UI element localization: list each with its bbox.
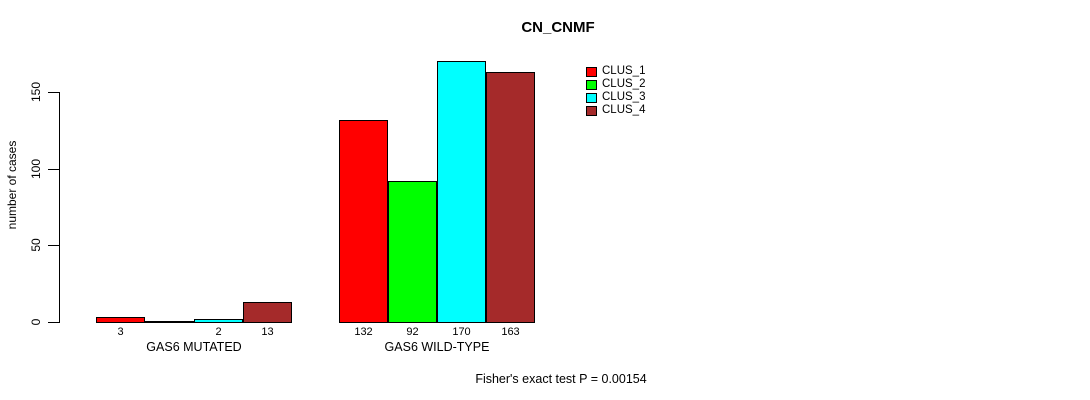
y-tick-label: 100 <box>29 158 43 180</box>
y-tick-mark <box>48 169 59 170</box>
bar-value-label: 163 <box>501 326 520 338</box>
pvalue-annotation: Fisher's exact test P = 0.00154 <box>475 372 647 386</box>
bar-value-label: 13 <box>261 326 274 338</box>
legend-label-CLUS_4: CLUS_4 <box>602 104 646 116</box>
group-label: GAS6 MUTATED <box>146 340 242 354</box>
group-label: GAS6 WILD-TYPE <box>384 340 490 354</box>
chart-title: CN_CNMF <box>521 19 595 36</box>
y-axis-line <box>59 92 60 323</box>
bar-CLUS_4 <box>243 302 292 323</box>
y-tick-label: 50 <box>29 238 43 252</box>
y-tick-label: 150 <box>29 81 43 103</box>
legend-swatch-CLUS_2 <box>586 80 597 90</box>
legend-swatch-CLUS_1 <box>586 67 597 77</box>
legend-swatch-CLUS_3 <box>586 93 597 103</box>
bar-CLUS_3 <box>437 61 486 323</box>
bar-value-label: 2 <box>215 326 222 338</box>
y-tick-label: 0 <box>29 318 43 326</box>
y-tick-mark <box>48 245 59 246</box>
legend-label-CLUS_1: CLUS_1 <box>602 65 646 77</box>
y-tick-mark <box>48 322 59 323</box>
bar-CLUS_1 <box>96 317 145 323</box>
bar-CLUS_1 <box>339 120 388 323</box>
legend-label-CLUS_3: CLUS_3 <box>602 91 646 103</box>
legend-swatch-CLUS_4 <box>586 106 597 116</box>
bar-CLUS_2 <box>388 181 437 323</box>
bar-CLUS_4 <box>486 72 535 323</box>
legend-label-CLUS_2: CLUS_2 <box>602 78 646 90</box>
bar-value-label: 132 <box>354 326 373 338</box>
bar-value-label: 92 <box>406 326 419 338</box>
y-axis-title: number of cases <box>5 140 19 230</box>
bar-value-label: 3 <box>117 326 124 338</box>
bar-value-label: 170 <box>452 326 471 338</box>
bar-CLUS_3 <box>194 319 243 323</box>
y-tick-mark <box>48 92 59 93</box>
bar-CLUS_2-zero <box>145 321 194 323</box>
